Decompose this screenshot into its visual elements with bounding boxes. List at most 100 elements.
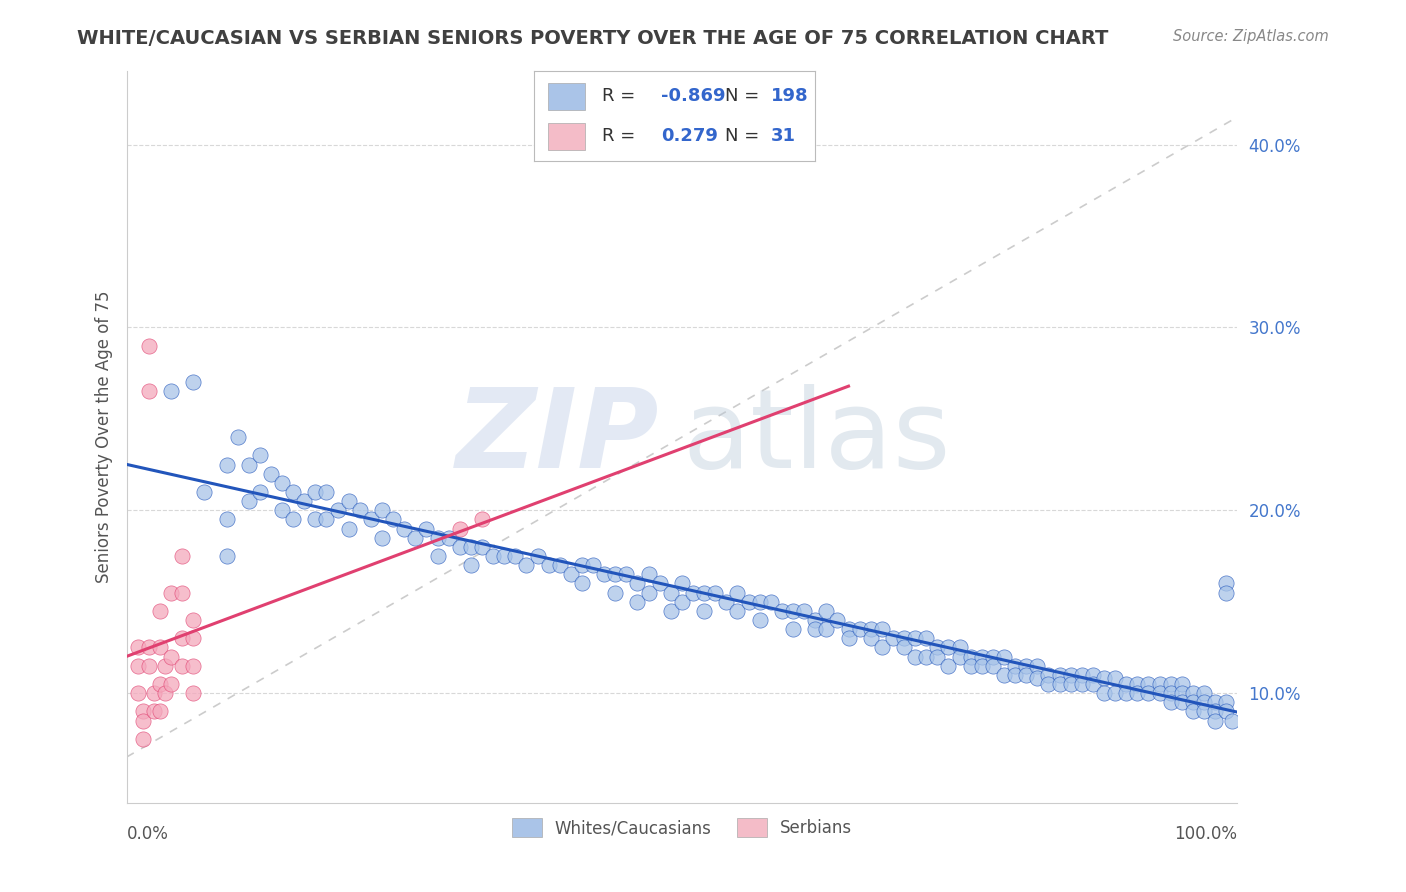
Text: -0.869: -0.869 — [661, 87, 725, 105]
Point — [471, 512, 494, 526]
Point — [704, 585, 727, 599]
Point — [503, 549, 526, 563]
Point — [1081, 677, 1104, 691]
Text: 0.279: 0.279 — [661, 128, 717, 145]
Point — [415, 521, 437, 535]
Point — [437, 531, 460, 545]
Point — [292, 494, 315, 508]
Point — [981, 658, 1004, 673]
Point — [143, 686, 166, 700]
Point — [815, 622, 838, 636]
Point — [927, 640, 949, 655]
Point — [371, 531, 394, 545]
Point — [138, 640, 160, 655]
Point — [827, 613, 849, 627]
Point — [1092, 686, 1115, 700]
Point — [949, 649, 972, 664]
Point — [682, 585, 704, 599]
Point — [1215, 576, 1237, 591]
Point — [770, 604, 793, 618]
Point — [693, 585, 716, 599]
Point — [848, 622, 870, 636]
Point — [626, 594, 648, 608]
Point — [560, 567, 582, 582]
Point — [981, 649, 1004, 664]
Point — [693, 604, 716, 618]
Point — [571, 558, 593, 573]
Point — [149, 677, 172, 691]
Point — [304, 512, 326, 526]
Point — [337, 494, 360, 508]
Point — [1049, 677, 1071, 691]
Point — [281, 512, 304, 526]
Point — [360, 512, 382, 526]
Point — [970, 649, 993, 664]
Point — [138, 384, 160, 399]
Point — [904, 649, 927, 664]
Point — [1004, 658, 1026, 673]
Point — [1137, 686, 1160, 700]
Point — [1181, 695, 1204, 709]
Point — [815, 604, 838, 618]
Point — [260, 467, 283, 481]
Point — [172, 658, 194, 673]
Text: Source: ZipAtlas.com: Source: ZipAtlas.com — [1173, 29, 1329, 44]
Point — [193, 485, 215, 500]
Point — [449, 521, 471, 535]
Point — [1070, 677, 1092, 691]
Point — [1104, 672, 1126, 686]
Point — [671, 594, 693, 608]
Point — [605, 567, 627, 582]
Point — [1137, 677, 1160, 691]
Point — [132, 731, 155, 746]
Point — [1181, 686, 1204, 700]
Point — [882, 632, 904, 646]
Point — [1004, 667, 1026, 681]
Point — [460, 558, 482, 573]
Point — [1215, 585, 1237, 599]
Point — [515, 558, 537, 573]
Point — [326, 503, 349, 517]
Point — [1038, 667, 1060, 681]
Point — [132, 714, 155, 728]
Point — [449, 540, 471, 554]
Point — [482, 549, 505, 563]
Point — [181, 686, 204, 700]
Point — [959, 649, 981, 664]
Point — [160, 677, 183, 691]
Point — [548, 558, 571, 573]
Point — [1015, 658, 1038, 673]
Point — [759, 594, 782, 608]
Point — [1204, 705, 1226, 719]
Point — [127, 640, 149, 655]
Point — [671, 576, 693, 591]
Point — [155, 658, 177, 673]
Point — [249, 448, 271, 462]
Point — [526, 549, 548, 563]
Point — [460, 540, 482, 554]
Point — [659, 604, 682, 618]
Point — [404, 531, 426, 545]
Point — [748, 594, 770, 608]
Point — [804, 622, 827, 636]
Point — [160, 585, 183, 599]
Point — [993, 667, 1015, 681]
Point — [1126, 686, 1149, 700]
Point — [160, 649, 183, 664]
Point — [271, 475, 294, 490]
Point — [915, 649, 938, 664]
Text: 31: 31 — [770, 128, 796, 145]
Point — [626, 576, 648, 591]
Point — [215, 512, 238, 526]
Point — [893, 640, 915, 655]
Text: 198: 198 — [770, 87, 808, 105]
Point — [315, 485, 337, 500]
Point — [249, 485, 271, 500]
Text: R =: R = — [602, 128, 636, 145]
Point — [1215, 695, 1237, 709]
Point — [1192, 686, 1215, 700]
Y-axis label: Seniors Poverty Over the Age of 75: Seniors Poverty Over the Age of 75 — [94, 291, 112, 583]
Point — [1204, 714, 1226, 728]
Point — [1038, 677, 1060, 691]
Point — [893, 632, 915, 646]
